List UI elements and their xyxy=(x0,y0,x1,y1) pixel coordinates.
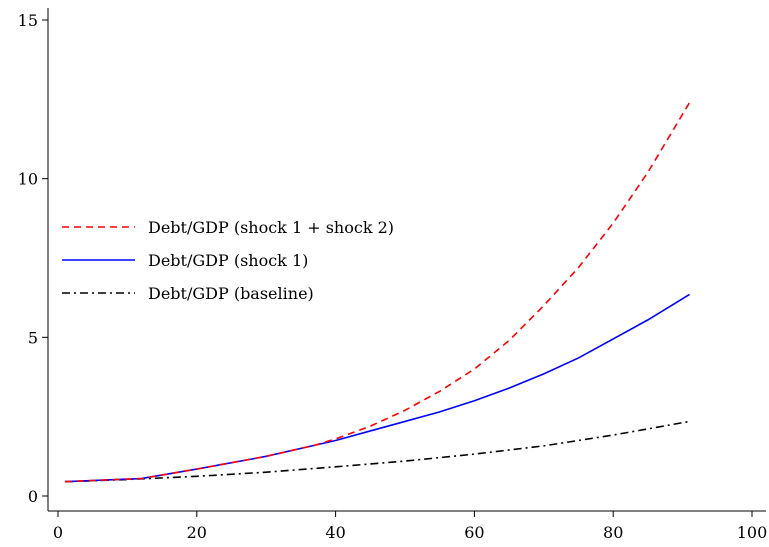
legend-label: Debt/GDP (shock 1 + shock 2) xyxy=(148,218,394,237)
y-ticks: 0 5 10 15 xyxy=(18,11,48,506)
legend-label: Debt/GDP (baseline) xyxy=(148,284,314,303)
x-tick-label: 100 xyxy=(737,523,768,542)
x-tick-label: 60 xyxy=(464,523,484,542)
y-tick-label: 5 xyxy=(28,328,38,347)
y-tick-label: 0 xyxy=(28,487,38,506)
legend: Debt/GDP (shock 1 + shock 2) Debt/GDP (sh… xyxy=(62,218,394,303)
x-tick-label: 20 xyxy=(187,523,207,542)
series-line xyxy=(64,102,691,483)
x-ticks: 0 20 40 60 80 100 xyxy=(53,511,767,542)
series-line xyxy=(64,293,690,483)
axes xyxy=(47,8,766,512)
series-line xyxy=(64,420,690,483)
legend-label: Debt/GDP (shock 1) xyxy=(148,251,308,270)
plot-series xyxy=(64,102,691,483)
y-tick-label: 15 xyxy=(18,11,38,30)
y-tick-label: 10 xyxy=(18,170,38,189)
x-tick-label: 0 xyxy=(53,523,63,542)
x-tick-label: 40 xyxy=(325,523,345,542)
x-tick-label: 80 xyxy=(603,523,623,542)
